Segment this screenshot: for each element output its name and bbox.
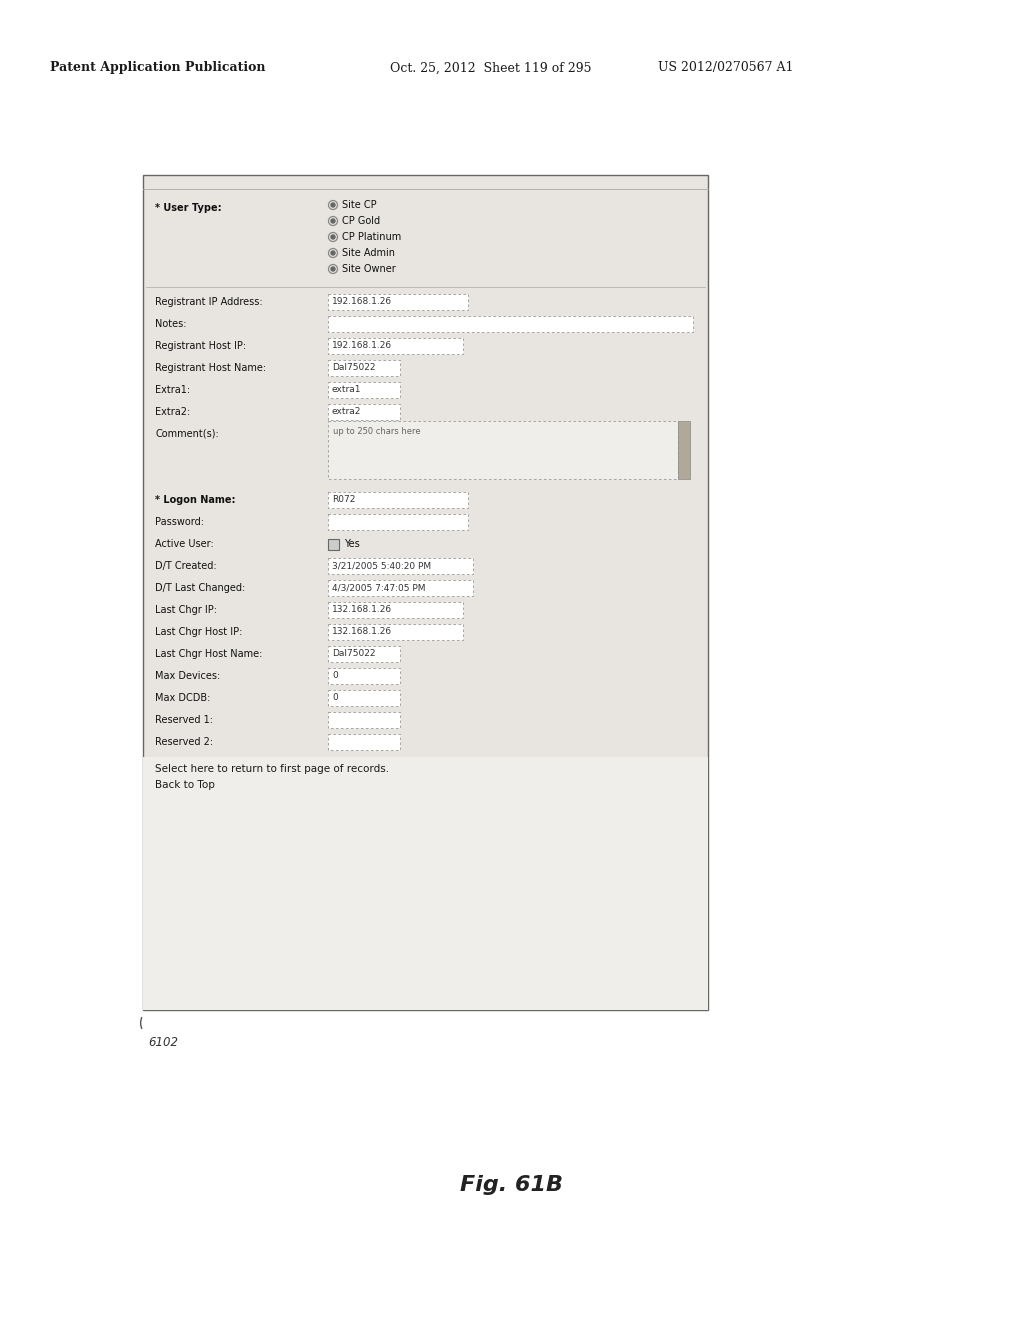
Bar (328, 404, 400, 420)
Bar (328, 668, 400, 684)
Bar (328, 315, 693, 333)
Text: 132.168.1.26: 132.168.1.26 (332, 606, 392, 615)
Text: Site Admin: Site Admin (342, 248, 395, 257)
Bar (328, 492, 468, 508)
Bar (328, 734, 400, 750)
Text: Last Chgr IP:: Last Chgr IP: (155, 605, 217, 615)
Circle shape (331, 235, 335, 239)
Text: Dal75022: Dal75022 (332, 363, 376, 372)
Bar (328, 690, 400, 706)
Text: 0: 0 (332, 693, 338, 702)
Text: * Logon Name:: * Logon Name: (155, 495, 236, 506)
Text: Last Chgr Host Name:: Last Chgr Host Name: (155, 649, 262, 659)
Bar (678, 421, 690, 479)
Text: CP Platinum: CP Platinum (342, 232, 401, 242)
Text: Site CP: Site CP (342, 201, 377, 210)
Text: US 2012/0270567 A1: US 2012/0270567 A1 (658, 62, 794, 74)
Text: Dal75022: Dal75022 (332, 649, 376, 659)
Text: Active User:: Active User: (155, 539, 214, 549)
Text: Extra2:: Extra2: (155, 407, 190, 417)
Bar (328, 579, 473, 597)
Circle shape (331, 251, 335, 255)
Bar (328, 338, 463, 354)
Text: D/T Last Changed:: D/T Last Changed: (155, 583, 246, 593)
Bar (328, 558, 473, 574)
Bar (328, 381, 400, 399)
Bar (328, 645, 400, 663)
Text: 192.168.1.26: 192.168.1.26 (332, 342, 392, 351)
Bar (328, 539, 339, 549)
Text: Select here to return to first page of records.: Select here to return to first page of r… (155, 764, 389, 774)
Text: Extra1:: Extra1: (155, 385, 190, 395)
Text: up to 250 chars here: up to 250 chars here (333, 426, 421, 436)
Text: 6102: 6102 (148, 1036, 178, 1049)
Text: extra2: extra2 (332, 408, 361, 417)
Bar (328, 421, 678, 479)
Bar (328, 624, 463, 640)
Text: 192.168.1.26: 192.168.1.26 (332, 297, 392, 306)
Text: Max Devices:: Max Devices: (155, 671, 220, 681)
Circle shape (331, 219, 335, 223)
Text: extra1: extra1 (332, 385, 361, 395)
Text: Reserved 1:: Reserved 1: (155, 715, 213, 725)
Bar (328, 360, 400, 376)
Text: Back to Top: Back to Top (155, 780, 215, 789)
Bar (143, 176, 708, 1010)
Text: Fig. 61B: Fig. 61B (461, 1175, 563, 1195)
Text: 0: 0 (332, 672, 338, 681)
Text: CP Gold: CP Gold (342, 216, 380, 226)
Bar (328, 711, 400, 729)
Text: Password:: Password: (155, 517, 204, 527)
Text: Yes: Yes (344, 539, 359, 549)
Text: Registrant IP Address:: Registrant IP Address: (155, 297, 262, 308)
Bar (328, 513, 468, 531)
Text: Patent Application Publication: Patent Application Publication (50, 62, 265, 74)
Text: Oct. 25, 2012  Sheet 119 of 295: Oct. 25, 2012 Sheet 119 of 295 (390, 62, 592, 74)
Text: Site Owner: Site Owner (342, 264, 395, 275)
Text: Registrant Host IP:: Registrant Host IP: (155, 341, 246, 351)
Bar (328, 602, 463, 618)
Text: 4/3/2005 7:47:05 PM: 4/3/2005 7:47:05 PM (332, 583, 426, 593)
Text: Max DCDB:: Max DCDB: (155, 693, 210, 704)
Text: 132.168.1.26: 132.168.1.26 (332, 627, 392, 636)
Text: Notes:: Notes: (155, 319, 186, 329)
Text: R072: R072 (332, 495, 355, 504)
Text: Reserved 2:: Reserved 2: (155, 737, 213, 747)
Text: 3/21/2005 5:40:20 PM: 3/21/2005 5:40:20 PM (332, 561, 431, 570)
Circle shape (331, 267, 335, 271)
Bar (143, 756, 708, 1010)
Circle shape (331, 203, 335, 207)
Text: D/T Created:: D/T Created: (155, 561, 217, 572)
Text: Registrant Host Name:: Registrant Host Name: (155, 363, 266, 374)
Text: Comment(s):: Comment(s): (155, 429, 219, 440)
Text: Last Chgr Host IP:: Last Chgr Host IP: (155, 627, 243, 638)
Bar (328, 294, 468, 310)
Text: * User Type:: * User Type: (155, 203, 221, 213)
